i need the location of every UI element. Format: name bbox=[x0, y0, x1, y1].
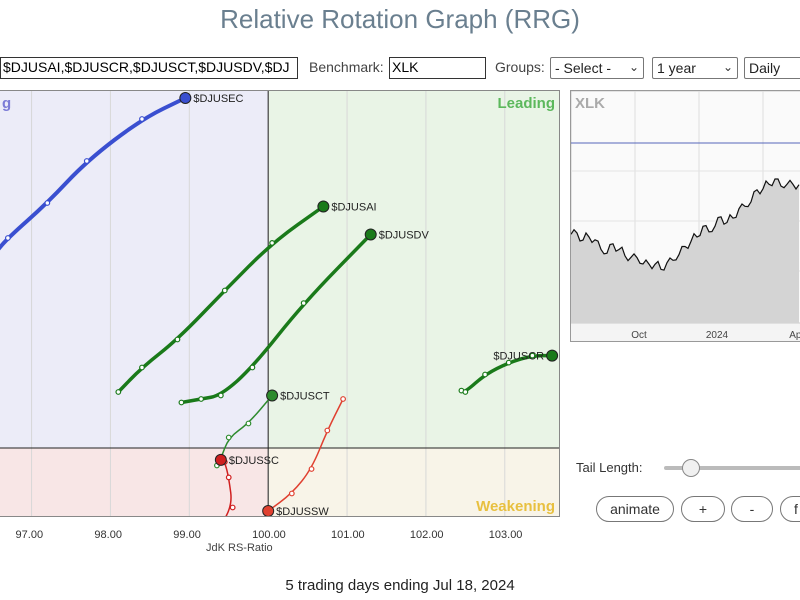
x-axis-title: JdK RS-Ratio bbox=[206, 542, 273, 554]
benchmark-mini-chart: XLK Oct 2024 Apr bbox=[570, 90, 800, 342]
series-tail-point bbox=[174, 336, 181, 343]
mini-tick-label: Apr bbox=[789, 330, 800, 341]
series-tail-point bbox=[178, 399, 185, 406]
weakening-quadrant bbox=[268, 448, 559, 516]
series-label: $DJUSCT bbox=[280, 391, 330, 403]
series-head-point[interactable] bbox=[317, 200, 330, 213]
series-tail-point bbox=[308, 466, 315, 472]
series-tail-point bbox=[462, 389, 469, 395]
tail-length-label: Tail Length: bbox=[576, 460, 643, 475]
series-tail-point bbox=[83, 158, 90, 164]
tail-length-slider-thumb[interactable] bbox=[682, 459, 700, 477]
mini-chart-title: XLK bbox=[575, 95, 605, 112]
series-tail-point bbox=[225, 474, 232, 481]
series-djusai[interactable]: $DJUSAI bbox=[115, 200, 377, 395]
series-tail-point bbox=[139, 116, 145, 122]
series-tail-point bbox=[245, 420, 252, 427]
leading-quadrant bbox=[268, 91, 559, 448]
series-tail-point bbox=[115, 389, 122, 395]
series-tail-point bbox=[198, 396, 205, 402]
series-head-point[interactable] bbox=[179, 92, 192, 104]
series-djussw[interactable]: $DJUSSW bbox=[262, 396, 346, 517]
chevron-down-icon: ⌄ bbox=[628, 60, 639, 74]
x-tick-label: 99.00 bbox=[173, 529, 201, 541]
series-head-point[interactable] bbox=[214, 453, 227, 466]
series-tail-point bbox=[229, 504, 236, 511]
series-djussc[interactable]: $DJUSSC bbox=[211, 453, 279, 517]
series-head-point[interactable] bbox=[266, 389, 279, 402]
x-tick-label: 101.00 bbox=[331, 529, 365, 541]
series-tail-point bbox=[221, 287, 228, 294]
series-label: $DJUSEC bbox=[193, 93, 243, 105]
improving-quadrant-label: g bbox=[2, 95, 11, 112]
x-tick-label: 103.00 bbox=[488, 529, 523, 541]
frequency-select-value: Daily bbox=[749, 60, 781, 76]
series-djusec[interactable]: $DJUSEC bbox=[0, 92, 244, 255]
series-label: $DJUSCR bbox=[493, 351, 544, 363]
footer-caption: 5 trading days ending Jul 18, 2024 bbox=[285, 577, 515, 594]
series-tail-point bbox=[324, 427, 331, 434]
series-line bbox=[116, 204, 326, 394]
series-line bbox=[0, 96, 188, 251]
symbols-input[interactable]: $DJUSAI,$DJUSCR,$DJUSCT,$DJUSDV,$DJ bbox=[0, 57, 298, 79]
zoom-in-button[interactable]: + bbox=[681, 496, 725, 522]
series-tail-point bbox=[249, 364, 256, 371]
x-tick-label: 98.00 bbox=[94, 529, 122, 541]
benchmark-label: Benchmark: bbox=[309, 59, 384, 75]
improving-quadrant bbox=[0, 91, 269, 448]
extra-button[interactable]: f bbox=[780, 496, 800, 522]
mini-chart-ticks: Oct 2024 Apr bbox=[631, 330, 800, 341]
series-tail-point bbox=[300, 300, 307, 307]
period-select[interactable]: 1 year ⌄ bbox=[652, 57, 738, 79]
tail-length-slider-track[interactable] bbox=[664, 466, 800, 470]
page-title: Relative Rotation Graph (RRG) bbox=[220, 4, 580, 34]
series-tail-point bbox=[225, 434, 232, 441]
mini-tick-label: Oct bbox=[631, 330, 647, 341]
series-label: $DJUSSW bbox=[276, 506, 329, 517]
series-label: $DJUSSC bbox=[229, 455, 279, 467]
x-tick-label: 97.00 bbox=[15, 529, 44, 541]
toolbar: $DJUSAI,$DJUSCR,$DJUSCT,$DJUSDV,$DJ Benc… bbox=[0, 52, 800, 82]
series-head-point[interactable] bbox=[546, 349, 559, 362]
series-tail-point bbox=[529, 352, 536, 359]
series-label: $DJUSAI bbox=[331, 202, 376, 214]
groups-label: Groups: bbox=[495, 59, 545, 75]
mini-chart-area bbox=[571, 179, 799, 323]
series-label: $DJUSDV bbox=[379, 230, 430, 242]
x-tick-label: 102.00 bbox=[409, 529, 444, 541]
chevron-down-icon: ⌄ bbox=[722, 60, 733, 74]
weakening-quadrant-label: Weakening bbox=[476, 498, 555, 515]
series-tail-point bbox=[269, 239, 276, 246]
period-select-value: 1 year bbox=[657, 60, 696, 76]
series-tail-point bbox=[288, 490, 295, 497]
benchmark-input[interactable]: XLK bbox=[389, 57, 486, 79]
series-layer: $DJUSEC $DJUSAI $DJUSDV $DJUSCR $DJUSCT $DJUS… bbox=[0, 92, 559, 517]
leading-quadrant-label: Leading bbox=[497, 95, 555, 112]
series-line bbox=[179, 232, 373, 405]
series-tail-point bbox=[139, 364, 145, 371]
series-djuscr[interactable]: $DJUSCR bbox=[458, 349, 559, 395]
rrg-chart[interactable]: g Leading Weakening $DJUSEC $DJUSAI $DJUSD… bbox=[0, 90, 560, 517]
groups-select-value: - Select - bbox=[555, 60, 612, 76]
series-tail-point bbox=[505, 359, 512, 366]
rrg-chart-svg: g Leading Weakening $DJUSEC $DJUSAI $DJUSD… bbox=[0, 91, 559, 517]
series-djusdv[interactable]: $DJUSDV bbox=[178, 228, 430, 406]
series-tail-point bbox=[340, 396, 346, 402]
frequency-select[interactable]: Daily bbox=[744, 57, 800, 79]
mini-tick-label: 2024 bbox=[706, 330, 729, 341]
series-tail-point bbox=[217, 392, 224, 399]
series-tail-point bbox=[4, 235, 11, 241]
series-head-point[interactable] bbox=[364, 228, 377, 241]
x-tick-label: 100.00 bbox=[252, 529, 286, 541]
mini-chart-line bbox=[571, 178, 800, 271]
animate-button[interactable]: animate bbox=[596, 496, 674, 522]
zoom-out-button[interactable]: - bbox=[731, 496, 773, 522]
series-tail-point bbox=[482, 371, 488, 378]
series-tail-point bbox=[44, 200, 51, 206]
groups-select[interactable]: - Select - ⌄ bbox=[550, 57, 644, 79]
mini-chart-svg: XLK Oct 2024 Apr bbox=[571, 91, 800, 341]
series-head-point[interactable] bbox=[262, 505, 275, 517]
